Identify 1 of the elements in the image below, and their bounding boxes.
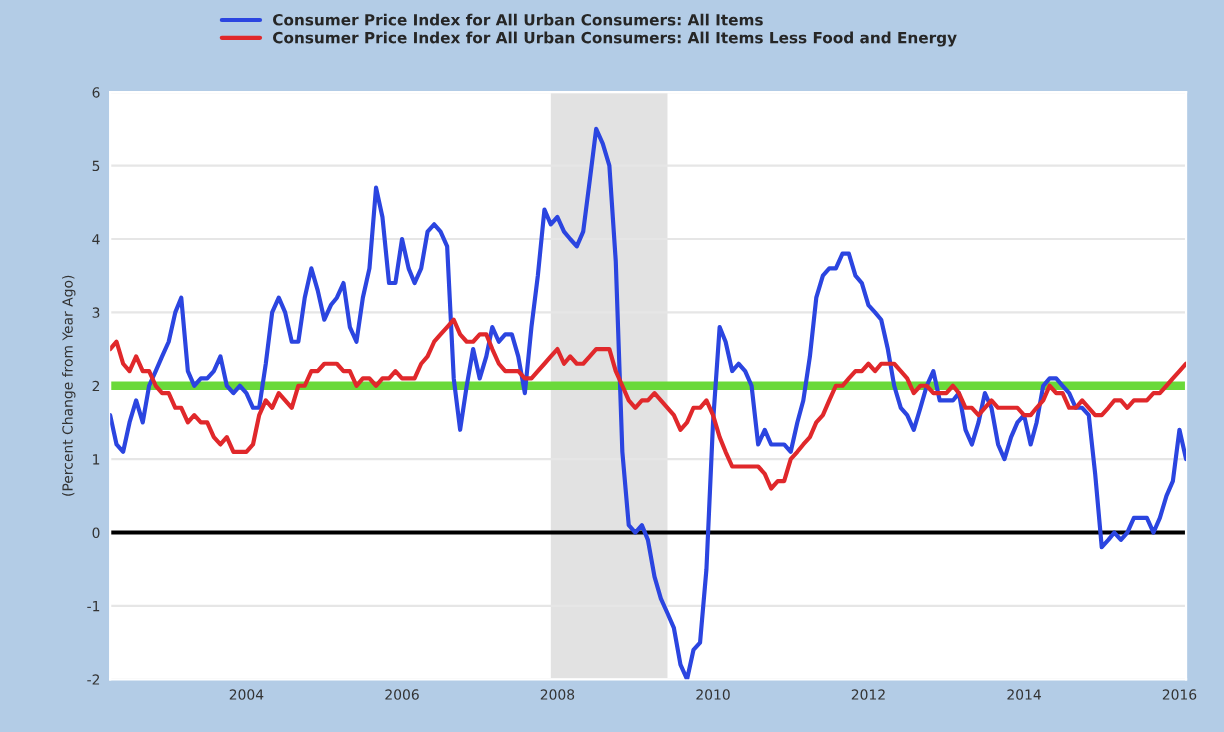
line-series	[110, 317, 1187, 491]
